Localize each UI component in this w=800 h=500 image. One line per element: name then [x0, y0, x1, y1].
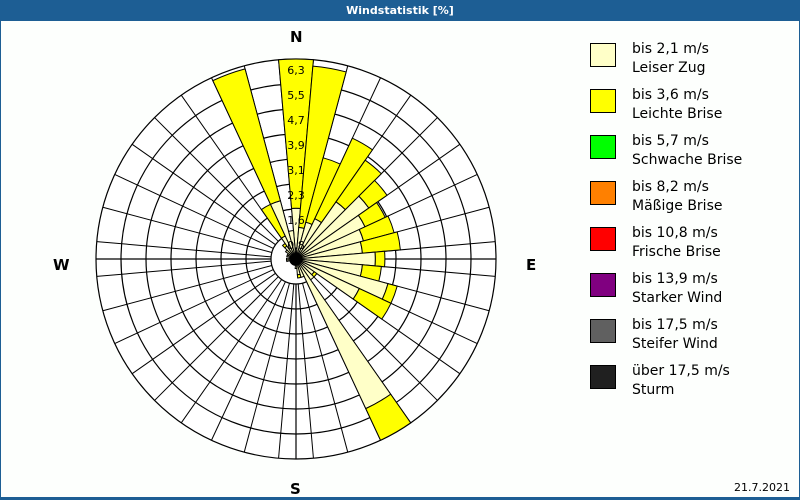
compass-west-label: W [53, 256, 70, 274]
legend-name: Frische Brise [632, 244, 721, 260]
bottom-border [0, 497, 800, 500]
wind-sector [352, 287, 392, 320]
legend-range: bis 10,8 m/s [632, 225, 718, 241]
legend-swatch-steifer-wind [590, 319, 616, 343]
radial-tick-label: 4,7 [287, 114, 305, 127]
compass-north-label: N [290, 28, 303, 46]
legend-name: Leichte Brise [632, 106, 723, 122]
legend-name: Leiser Zug [632, 60, 706, 76]
legend-swatch-leiser-zug [590, 43, 616, 67]
legend-range: bis 17,5 m/s [632, 317, 718, 333]
legend-range: bis 2,1 m/s [632, 41, 709, 57]
legend-swatch-frische-brise [590, 227, 616, 251]
legend-name: Starker Wind [632, 290, 723, 306]
legend-range: bis 13,9 m/s [632, 271, 718, 287]
radial-tick-label: 3,1 [287, 164, 305, 177]
wind-sector [314, 137, 374, 224]
radial-tick-label: 2,3 [287, 189, 305, 202]
wind-sector [358, 179, 388, 209]
radial-tick-label: 0,8 [287, 239, 305, 252]
legend-name: Schwache Brise [632, 152, 743, 168]
wind-sector [298, 65, 347, 229]
radial-tick-label: 5,5 [287, 89, 305, 102]
legend-range: bis 5,7 m/s [632, 133, 709, 149]
wind-sector [374, 250, 386, 268]
wind-sector [296, 273, 302, 279]
legend-swatch-maessige-brise [590, 181, 616, 205]
legend-range: bis 3,6 m/s [632, 87, 709, 103]
radial-tick-label: 3,9 [287, 139, 305, 152]
legend-range: über 17,5 m/s [632, 363, 730, 379]
legend-swatch-leichte-brise [590, 89, 616, 113]
legend-swatch-sturm [590, 365, 616, 389]
compass-south-label: S [290, 480, 301, 498]
legend-swatch-schwache-brise [590, 135, 616, 159]
wind-sector [212, 68, 282, 205]
legend-name: Steifer Wind [632, 336, 718, 352]
legend-range: bis 8,2 m/s [632, 179, 709, 195]
radial-tick-label: 1,6 [287, 214, 305, 227]
date-label: 21.7.2021 [734, 481, 790, 494]
wind-sector [335, 159, 383, 211]
wind-sector [365, 393, 412, 441]
compass-east-label: E [526, 256, 537, 274]
wind-sector [278, 58, 314, 209]
legend-name: Sturm [632, 382, 675, 398]
legend-swatch-starker-wind [590, 273, 616, 297]
chart-title: Windstatistik [%] [346, 4, 454, 17]
radial-tick-label: 6,3 [287, 64, 305, 77]
legend-name: Mäßige Brise [632, 198, 723, 214]
wind-sector [359, 231, 401, 254]
wind-sector [287, 229, 297, 260]
chart-title-bar: Windstatistik [%] [0, 0, 800, 21]
